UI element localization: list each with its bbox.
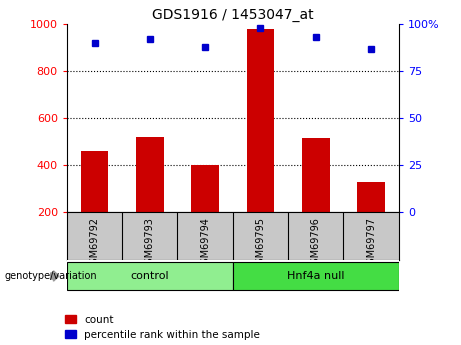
FancyBboxPatch shape	[67, 262, 233, 290]
Bar	[191, 165, 219, 212]
Text: GSM69794: GSM69794	[200, 217, 210, 270]
Bar	[136, 137, 164, 212]
Bar	[81, 151, 108, 212]
Text: GSM69793: GSM69793	[145, 217, 155, 270]
Text: genotype/variation: genotype/variation	[5, 271, 97, 281]
Title: GDS1916 / 1453047_at: GDS1916 / 1453047_at	[152, 8, 313, 22]
FancyBboxPatch shape	[233, 262, 399, 290]
Text: GSM69797: GSM69797	[366, 217, 376, 270]
Text: GSM69796: GSM69796	[311, 217, 321, 270]
Text: GSM69795: GSM69795	[255, 217, 266, 270]
Bar	[302, 138, 330, 212]
Text: GSM69792: GSM69792	[89, 217, 100, 270]
Legend: count, percentile rank within the sample: count, percentile rank within the sample	[65, 315, 260, 340]
Text: Hnf4a null: Hnf4a null	[287, 271, 344, 281]
Bar	[247, 29, 274, 212]
Bar	[357, 181, 385, 212]
Text: control: control	[130, 271, 169, 281]
